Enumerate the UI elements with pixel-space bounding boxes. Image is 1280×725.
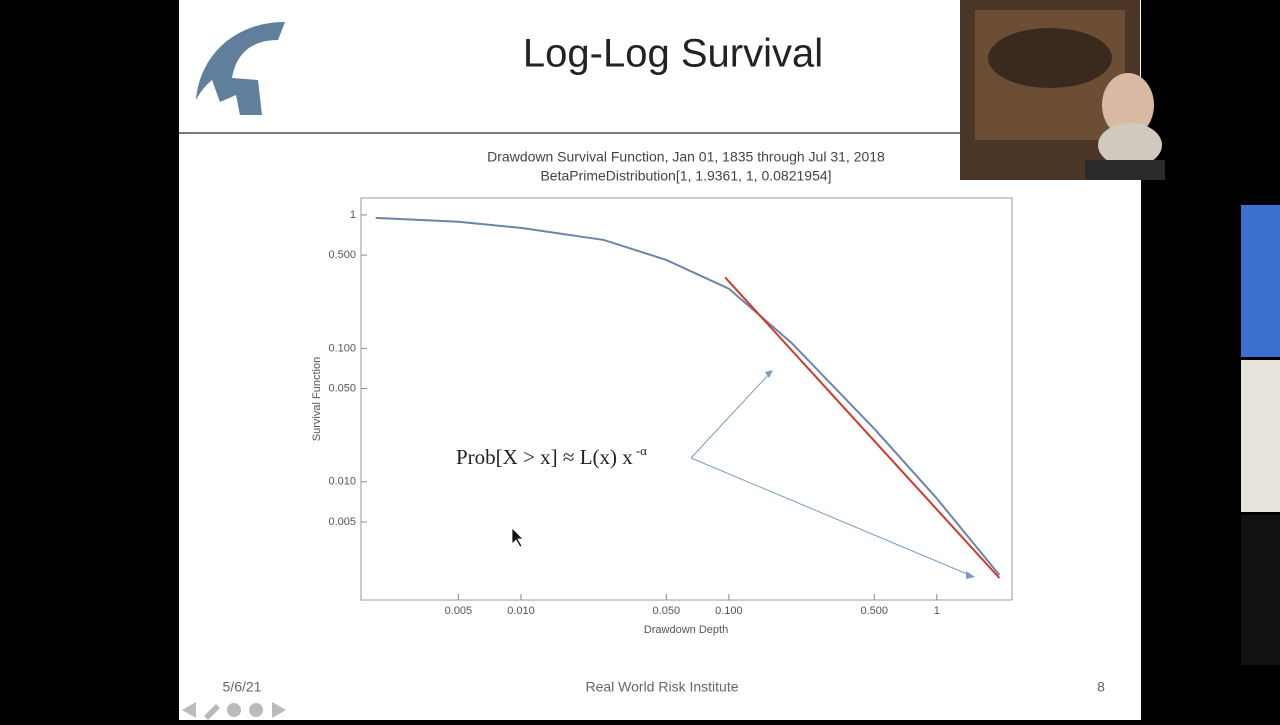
- webcam: [960, 0, 1165, 180]
- webcam-beard: [1098, 123, 1162, 167]
- thumbnail: [1241, 205, 1280, 357]
- y-tick-label: 0.010: [328, 476, 356, 488]
- slide-number: 8: [1097, 679, 1105, 695]
- x-tick-label: 1: [934, 605, 940, 617]
- y-tick-label: 0.100: [328, 342, 356, 354]
- slide-nav[interactable]: [182, 702, 286, 720]
- annotation-superscript: -α: [636, 443, 647, 458]
- nav-view[interactable]: [227, 703, 241, 717]
- arrow: [690, 372, 771, 459]
- x-tick-label: 0.050: [653, 605, 681, 617]
- y-tick-label: 1: [350, 209, 356, 221]
- nav-next[interactable]: [272, 702, 286, 718]
- series-line: [724, 276, 1001, 579]
- webcam-arch: [988, 28, 1112, 88]
- nav-pen[interactable]: [204, 704, 220, 720]
- chart-subtitle: BetaPrimeDistribution[1, 1.9361, 1, 0.08…: [540, 168, 831, 184]
- x-tick-label: 0.010: [507, 605, 535, 617]
- logo: [196, 22, 285, 115]
- y-axis-label: Survival Function: [311, 357, 323, 441]
- chart-title: Drawdown Survival Function, Jan 01, 1835…: [487, 149, 885, 165]
- annotation: Prob[X > x] ≈ L(x) x -α: [456, 443, 647, 469]
- y-tick-label: 0.050: [328, 382, 356, 394]
- y-tick-label: 0.500: [328, 249, 356, 261]
- thumbnail: [1241, 360, 1280, 512]
- nav-prev[interactable]: [182, 702, 196, 718]
- webcam-shirt: [1085, 160, 1165, 180]
- slide-title: Log-Log Survival: [523, 32, 823, 76]
- plot-frame: [360, 197, 1013, 601]
- annotation-text: Prob[X > x] ≈ L(x) x: [456, 445, 633, 469]
- annotation-arrows: [690, 372, 973, 577]
- arrow: [690, 457, 973, 577]
- x-tick-label: 0.005: [445, 605, 473, 617]
- slide-footer: Real World Risk Institute: [585, 679, 738, 695]
- x-tick-label: 0.500: [860, 605, 888, 617]
- mouse-cursor: [511, 527, 524, 548]
- series-line: [375, 216, 1001, 576]
- slide-date: 5/6/21: [223, 679, 262, 695]
- thumbnail: [1241, 515, 1280, 665]
- webcam-face: [1102, 73, 1154, 137]
- x-tick-label: 0.100: [715, 605, 743, 617]
- x-axis-label: Drawdown Depth: [644, 624, 728, 636]
- nav-more[interactable]: [249, 703, 263, 717]
- y-tick-label: 0.005: [328, 516, 356, 528]
